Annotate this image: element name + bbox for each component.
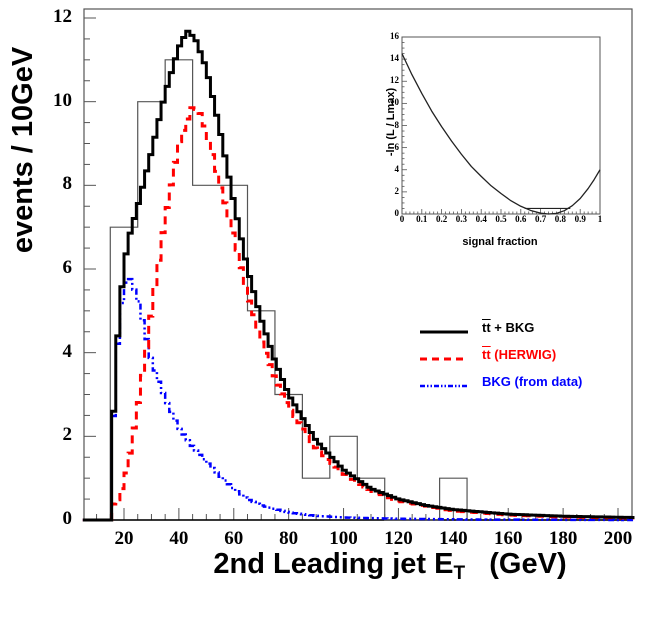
legend-label-bkg: BKG (from data) <box>482 374 583 389</box>
legend-item-ttbar: tt (HERWIG) <box>418 345 648 372</box>
x-tick-label: 60 <box>224 528 244 549</box>
x-tick-label: 160 <box>493 528 523 549</box>
inset-y-tick-label: 2 <box>394 185 400 196</box>
inset-x-tick-label: 0.6 <box>515 214 527 224</box>
x-tick-label: 20 <box>114 528 134 549</box>
legend-swatches <box>420 330 468 388</box>
inset-x-axis-label: signal fraction <box>462 236 538 248</box>
legend-label-ttbar: tt (HERWIG) <box>482 347 557 362</box>
inset-y-tick-label: 12 <box>390 75 399 86</box>
inset-x-tick-label: 0 <box>399 214 405 224</box>
series-curves <box>82 29 635 522</box>
inset-y-tick-label: 16 <box>390 31 399 41</box>
x-tick-label: 100 <box>329 528 358 549</box>
inset-x-tick-label: 0.8 <box>554 214 567 224</box>
inset-x-tick-label: 0.9 <box>574 214 586 224</box>
y-tick-label: 0 <box>62 508 73 529</box>
x-axis-label: 2nd Leading jet ET (GeV) <box>160 548 620 588</box>
legend-item-total: tt + BKG <box>418 318 648 345</box>
y-tick-label: 10 <box>53 89 72 111</box>
y-axis-label: events / 10GeV <box>7 46 39 254</box>
inset-y-tick-label: 4 <box>394 163 400 174</box>
inset-y-tick-label: 6 <box>394 141 400 152</box>
inset-x-tick-label: 0.5 <box>495 214 507 224</box>
x-tick-label: 140 <box>439 528 468 549</box>
x-tick-label: 80 <box>279 528 299 549</box>
inset-x-tick-label: 1 <box>597 214 603 224</box>
inset-y-tick-label: 14 <box>390 53 399 64</box>
x-axis-label-unit: (GeV) <box>489 548 567 580</box>
inset-x-tick-label: 0.4 <box>475 214 487 224</box>
x-axis-label-subscript: T <box>453 563 466 584</box>
inset-y-tick-label: 0 <box>394 208 400 218</box>
legend: tt + BKG tt (HERWIG) BKG (from data) <box>418 318 648 399</box>
legend-item-bkg: BKG (from data) <box>418 372 648 399</box>
legend-label-total: tt + BKG <box>482 320 535 335</box>
x-tick-label: 180 <box>548 528 578 549</box>
y-tick-label: 12 <box>53 6 72 27</box>
likelihood-inset <box>401 36 601 215</box>
inset-x-tick-label: 0.7 <box>534 214 547 224</box>
y-tick-label: 2 <box>62 424 73 446</box>
inset-x-tick-label: 0.1 <box>416 214 428 224</box>
y-tick-label: 4 <box>62 340 73 362</box>
inset-y-tick-label: 10 <box>390 97 399 108</box>
inset-y-tick-label: 8 <box>394 119 400 130</box>
y-tick-label: 8 <box>62 173 73 195</box>
inset-x-tick-label: 0.3 <box>455 214 468 224</box>
y-tick-label: 6 <box>62 257 73 278</box>
inset-x-tick-label: 0.2 <box>435 214 448 224</box>
x-tick-label: 120 <box>384 528 413 549</box>
x-axis-label-main: 2nd Leading jet E <box>213 548 454 580</box>
x-tick-label: 40 <box>169 528 189 549</box>
x-tick-label: 200 <box>603 528 633 549</box>
